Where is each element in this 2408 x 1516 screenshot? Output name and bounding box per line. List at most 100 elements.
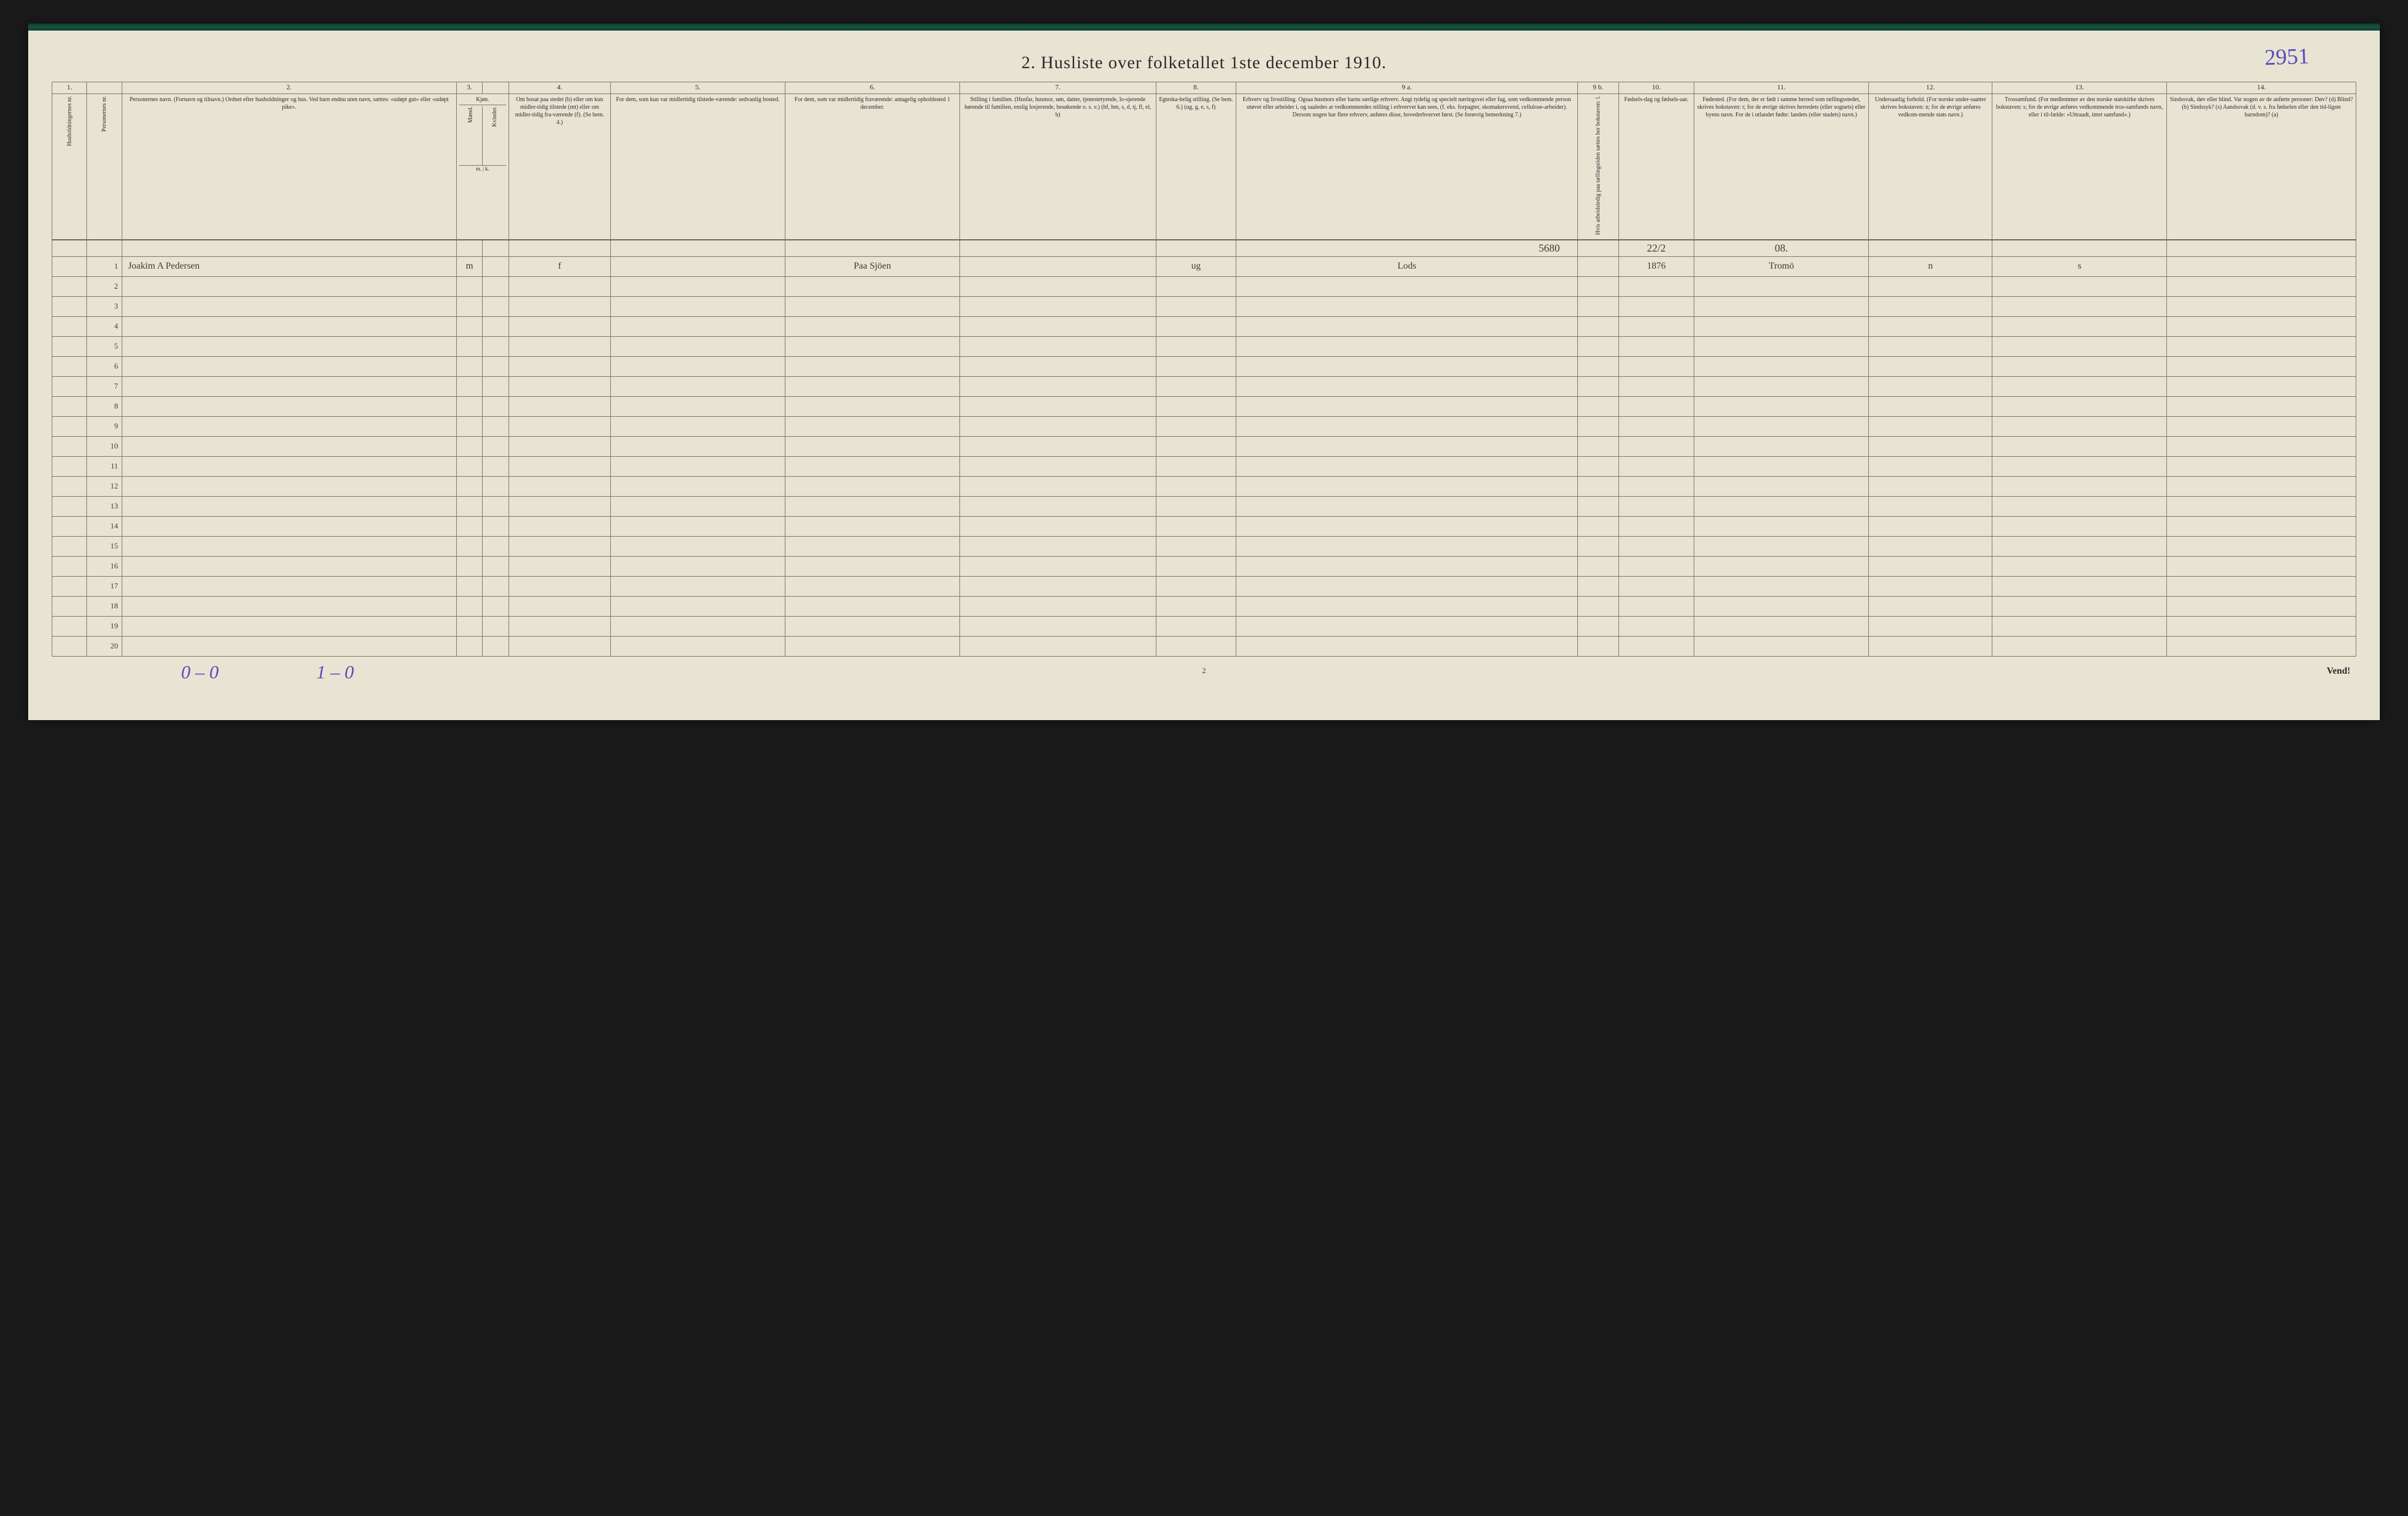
cell xyxy=(1236,576,1577,596)
cell xyxy=(1578,416,1618,436)
cell xyxy=(1578,316,1618,336)
cell xyxy=(483,516,509,536)
cell xyxy=(1618,356,1694,376)
cell: f xyxy=(509,256,610,276)
cell xyxy=(785,576,959,596)
cell: Tromö xyxy=(1694,256,1869,276)
header-stilling-familie: Stilling i familien. (Husfar, husmor, sø… xyxy=(959,94,1156,240)
cell xyxy=(1992,276,2167,296)
header-row: Husholdningernes nr. Personernes nr. Per… xyxy=(52,94,2356,240)
cell xyxy=(122,296,456,316)
cell xyxy=(2167,576,2356,596)
cell xyxy=(2167,376,2356,396)
cell xyxy=(1869,636,1992,656)
cell xyxy=(1869,296,1992,316)
cell: s xyxy=(1992,256,2167,276)
cell xyxy=(52,296,87,316)
cell: 12 xyxy=(87,476,122,496)
cell xyxy=(785,296,959,316)
cell xyxy=(52,536,87,556)
col-number: 13. xyxy=(1992,82,2167,94)
header-undersaat: Undersaatlig forhold. (For norske under-… xyxy=(1869,94,1992,240)
cell xyxy=(611,536,785,556)
cell xyxy=(959,276,1156,296)
cell xyxy=(1618,456,1694,476)
cell xyxy=(1236,376,1577,396)
cell xyxy=(959,296,1156,316)
cell xyxy=(959,416,1156,436)
cell xyxy=(1992,456,2167,476)
cell xyxy=(959,596,1156,616)
cell: n xyxy=(1869,256,1992,276)
footer: 0 – 0 1 – 0 2 Vend! xyxy=(52,661,2356,685)
cell xyxy=(1694,476,1869,496)
cell xyxy=(2167,536,2356,556)
cell xyxy=(1694,576,1869,596)
cell xyxy=(1578,256,1618,276)
cell xyxy=(1578,456,1618,476)
cell xyxy=(1618,596,1694,616)
cell xyxy=(611,436,785,456)
cell xyxy=(483,256,509,276)
cell xyxy=(52,256,87,276)
cell xyxy=(483,296,509,316)
cell xyxy=(456,636,483,656)
cell: 3 xyxy=(87,296,122,316)
cell xyxy=(52,416,87,436)
cell xyxy=(2167,256,2356,276)
cell xyxy=(1869,276,1992,296)
cell xyxy=(52,476,87,496)
cell xyxy=(611,356,785,376)
cell: 20 xyxy=(87,636,122,656)
cell xyxy=(1694,436,1869,456)
cell xyxy=(1992,316,2167,336)
cell xyxy=(2167,316,2356,336)
cell xyxy=(1869,456,1992,476)
cell xyxy=(122,536,456,556)
cell xyxy=(52,636,87,656)
cell xyxy=(1869,596,1992,616)
cell xyxy=(1992,576,2167,596)
cell xyxy=(611,416,785,436)
cell xyxy=(611,636,785,656)
cell xyxy=(785,556,959,576)
cell: 8 xyxy=(87,396,122,416)
cell xyxy=(483,356,509,376)
cell xyxy=(1618,276,1694,296)
cell xyxy=(2167,636,2356,656)
cell xyxy=(509,476,610,496)
cell xyxy=(959,516,1156,536)
cell xyxy=(2167,556,2356,576)
cell xyxy=(1992,556,2167,576)
cell xyxy=(611,396,785,416)
cell: 1 xyxy=(87,256,122,276)
cell xyxy=(456,616,483,636)
cell xyxy=(1578,356,1618,376)
cell xyxy=(1992,356,2167,376)
cell xyxy=(456,416,483,436)
cell: 14 xyxy=(87,516,122,536)
cell xyxy=(1618,416,1694,436)
cell xyxy=(483,276,509,296)
cell xyxy=(1236,356,1577,376)
cell xyxy=(1578,616,1618,636)
cell: 6 xyxy=(87,356,122,376)
col-number: 6. xyxy=(785,82,959,94)
cell xyxy=(1236,636,1577,656)
cell xyxy=(1236,496,1577,516)
cell xyxy=(52,336,87,356)
cell: 2 xyxy=(87,276,122,296)
cell xyxy=(509,436,610,456)
cell xyxy=(1578,436,1618,456)
cell xyxy=(1869,516,1992,536)
cell xyxy=(1992,376,2167,396)
cell xyxy=(1694,416,1869,436)
cell xyxy=(959,316,1156,336)
table-row: 5 xyxy=(52,336,2356,356)
cell xyxy=(122,596,456,616)
cell xyxy=(1694,516,1869,536)
cell xyxy=(1694,356,1869,376)
cell xyxy=(611,556,785,576)
cell xyxy=(611,456,785,476)
cell xyxy=(2167,616,2356,636)
